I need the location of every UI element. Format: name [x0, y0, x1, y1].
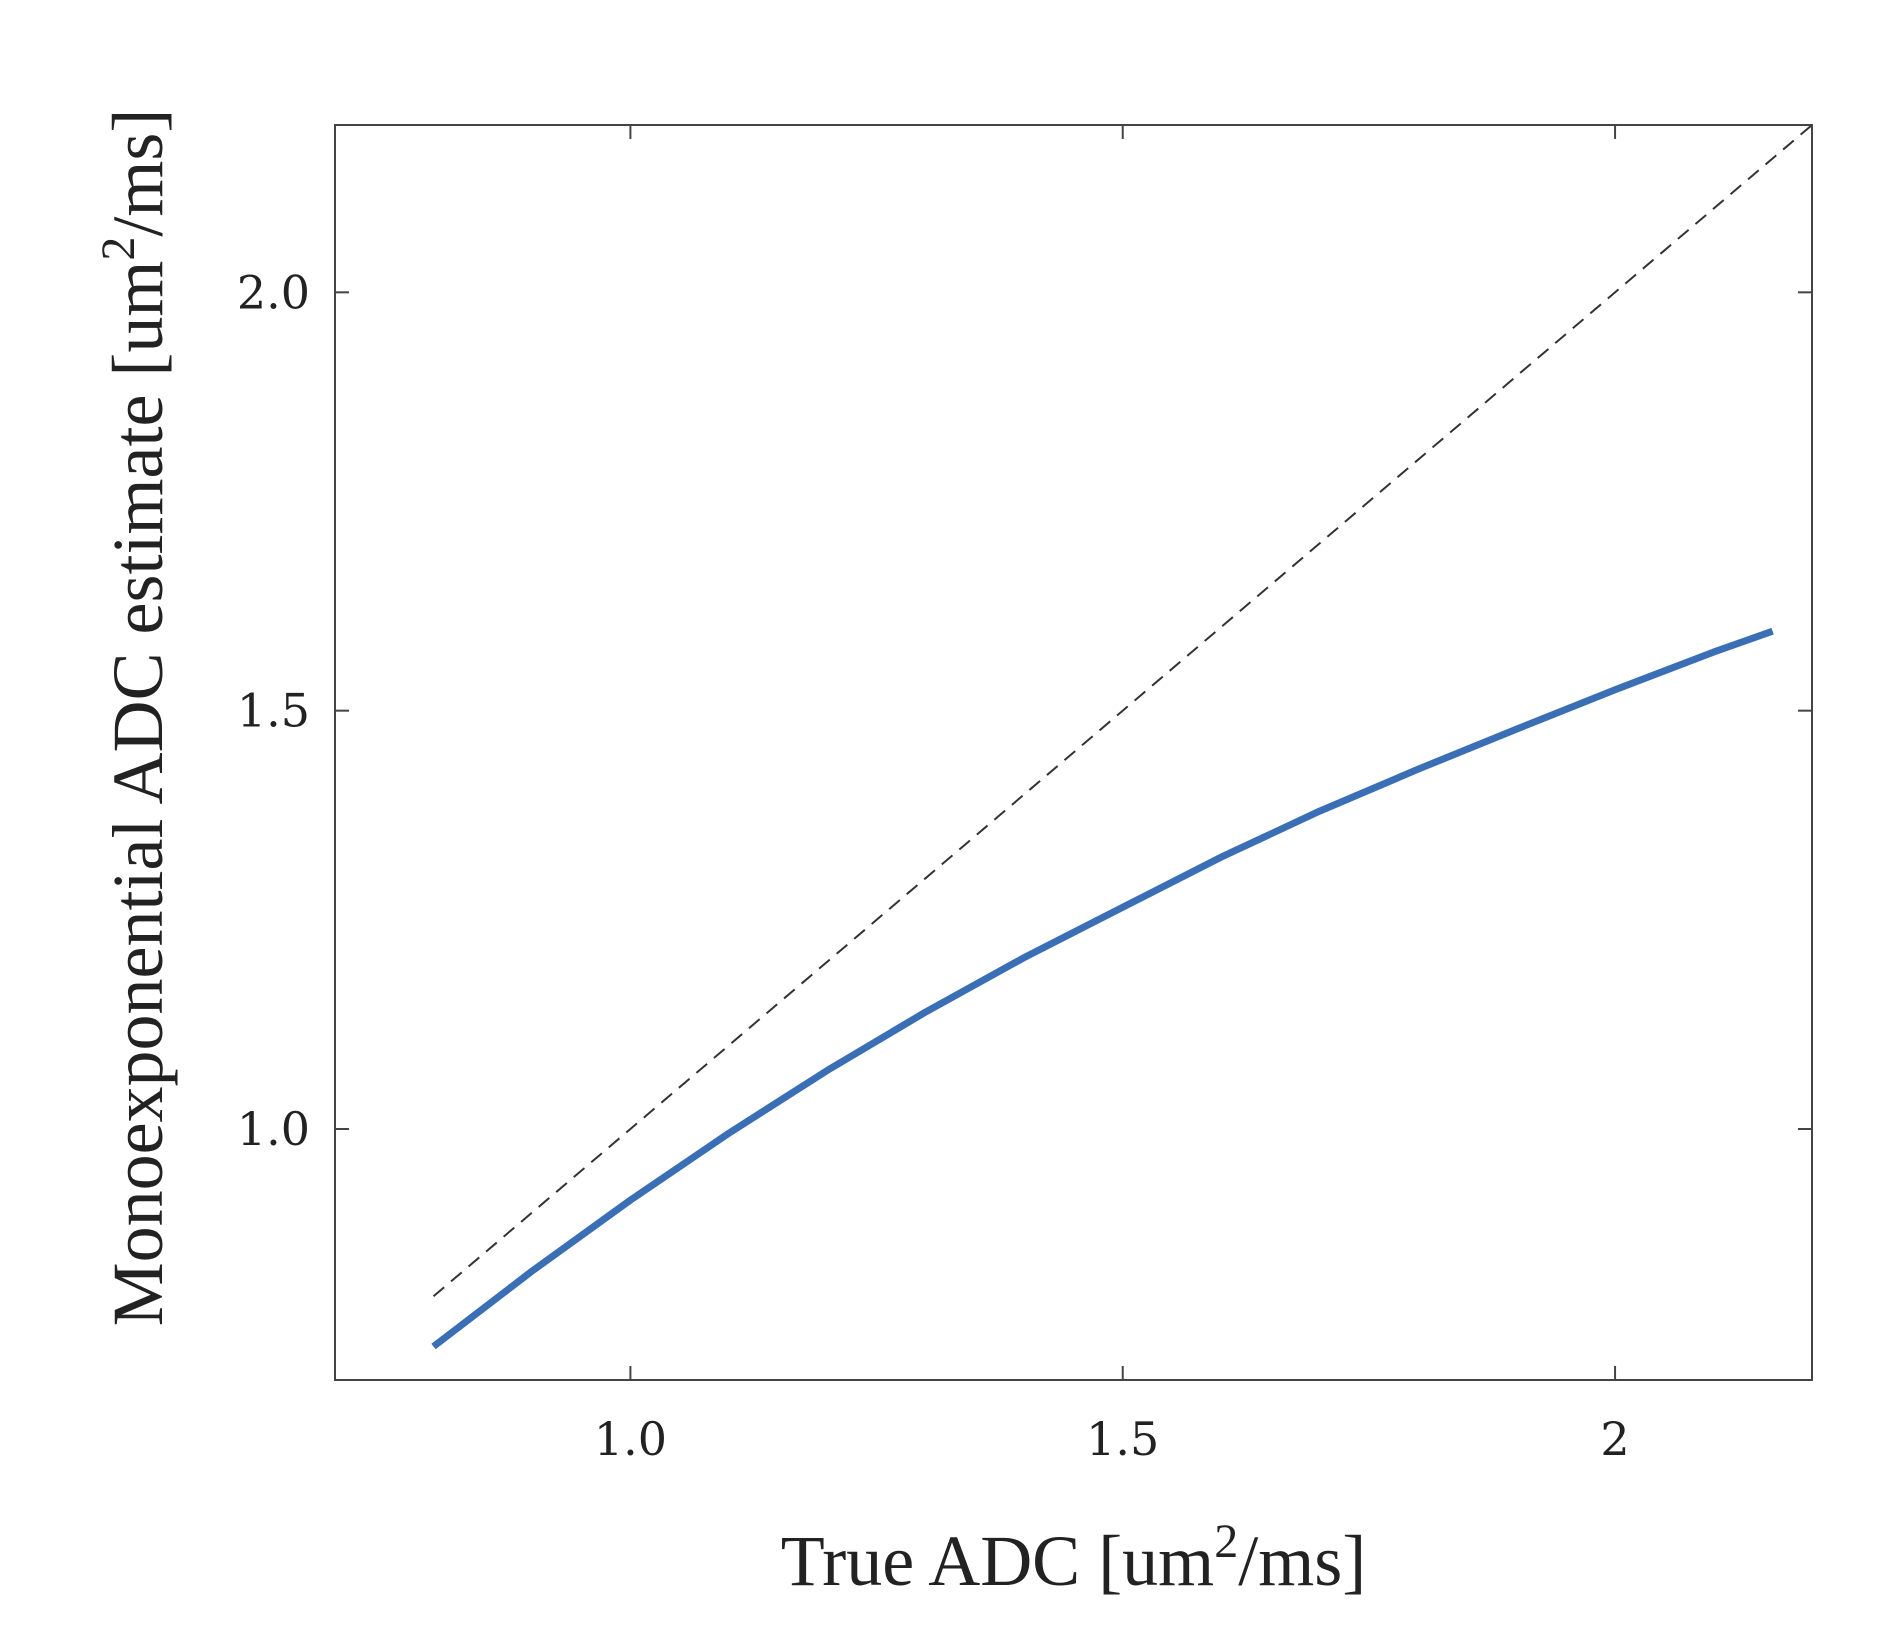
- y-tick-label: 1.0: [237, 1102, 310, 1156]
- x-tick-label: 2: [1600, 1412, 1629, 1466]
- y-axis-label: Monoexponential ADC estimate [um2/ms]: [92, 109, 178, 1327]
- y-tick-label: 1.5: [237, 684, 310, 738]
- x-tick-label: 1.0: [594, 1412, 667, 1466]
- identity-reference-line: [432, 124, 1813, 1298]
- plot-area: [431, 124, 1813, 1350]
- ticks: 1.0 1.5 2 1.0 1.5 2.0: [237, 125, 1812, 1466]
- x-tick-label: 1.5: [1086, 1412, 1159, 1466]
- x-axis-label: True ADC [um2/ms]: [781, 1515, 1366, 1601]
- estimate-curve: [431, 627, 1774, 1350]
- axes-frame: [334, 124, 1813, 1381]
- y-axis-label-superscript: 2: [92, 237, 145, 261]
- x-axis-label-superscript: 2: [1214, 1515, 1238, 1568]
- y-tick-label: 2.0: [237, 265, 310, 319]
